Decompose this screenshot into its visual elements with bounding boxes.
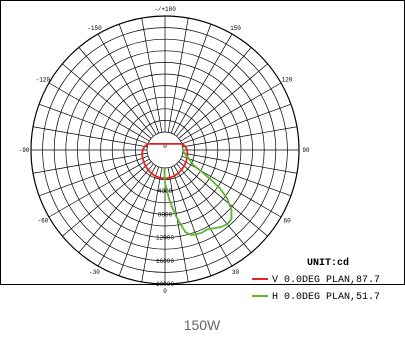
grid-spoke	[167, 17, 189, 133]
grid-spoke	[97, 165, 157, 267]
radial-tick-label: 4000	[158, 188, 173, 195]
grid-spoke	[32, 152, 148, 174]
grid-spoke	[32, 126, 148, 148]
grid-spoke	[182, 152, 298, 174]
angle-tick-label: 150	[230, 25, 241, 32]
grid-spoke	[180, 82, 282, 142]
radial-tick-label: 16000	[156, 258, 174, 265]
angle-tick-label: -90	[19, 147, 30, 154]
legend-label-v: V 0.0DEG PLAN,87.7	[272, 275, 380, 286]
angle-tick-label: -120	[36, 77, 51, 84]
grid-spoke	[178, 63, 268, 139]
angle-tick-label: 120	[282, 77, 293, 84]
grid-spoke	[170, 166, 212, 277]
grid-spoke	[78, 163, 154, 253]
grid-spoke	[38, 103, 149, 145]
grid-spoke	[176, 163, 252, 253]
legend-label-h: H 0.0DEG PLAN,51.7	[272, 292, 380, 303]
grid-spoke	[97, 33, 157, 135]
unit-label: UNIT:cd	[307, 257, 349, 269]
angle-tick-label: 60	[284, 218, 292, 225]
grid-spoke	[62, 161, 152, 237]
grid-spoke	[167, 167, 189, 283]
grid-spoke	[48, 158, 150, 218]
grid-spoke	[141, 167, 163, 283]
grid-spoke	[181, 103, 292, 145]
grid-spoke	[182, 126, 298, 148]
angle-tick-labels: -/+180 150 120 90 60 30 0 -30 -60 -90 -120 -150	[19, 6, 310, 295]
series-curves	[141, 142, 233, 236]
radial-tick-label: 8000	[158, 211, 173, 218]
grid-spoke	[38, 155, 149, 197]
grid-spoke	[178, 161, 268, 237]
angle-tick-label: 90	[302, 147, 310, 154]
grid-spoke	[78, 47, 154, 137]
grid-spoke	[181, 155, 292, 197]
grid-spoke	[141, 17, 163, 133]
radial-tick-label: 12000	[156, 235, 174, 242]
radial-tick-label: 0	[163, 143, 167, 150]
caption-power: 150W	[184, 317, 221, 333]
angle-tick-label: -60	[37, 218, 48, 225]
grid-spoke	[118, 166, 160, 277]
grid-spoke	[118, 23, 160, 134]
grid-spoke	[176, 47, 252, 137]
angle-tick-label: 30	[232, 269, 240, 276]
series-line-v	[141, 142, 189, 180]
angle-tick-label: 0	[163, 288, 167, 295]
grid-spoke	[48, 82, 150, 142]
angle-tick-label: -150	[87, 25, 102, 32]
angle-tick-label: -30	[89, 269, 100, 276]
radial-tick-label: 20000	[156, 281, 174, 288]
angle-tick-label: -/+180	[154, 6, 176, 13]
grid-spoke	[170, 23, 212, 134]
grid-spoke	[173, 165, 233, 267]
series-line-h	[163, 149, 233, 236]
radial-tick-labels: 0 4000 8000 12000 16000 20000	[156, 143, 174, 288]
legend: V 0.0DEG PLAN,87.7 H 0.0DEG PLAN,51.7	[252, 275, 380, 303]
polar-grid	[30, 15, 300, 285]
grid-spoke	[173, 33, 233, 135]
grid-spoke	[62, 63, 152, 139]
